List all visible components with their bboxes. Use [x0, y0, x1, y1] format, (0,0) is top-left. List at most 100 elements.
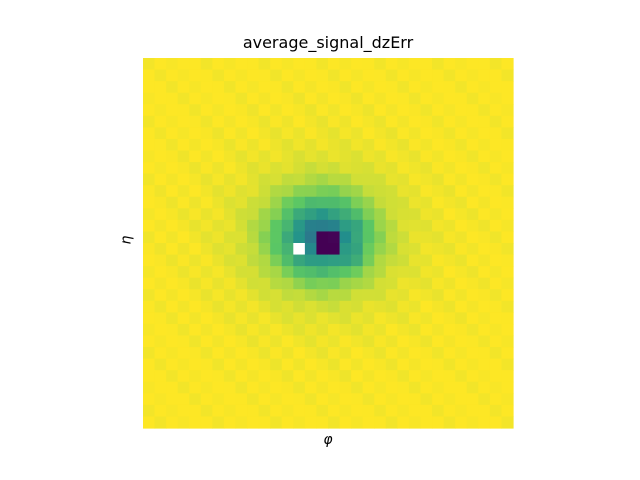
heatmap-cell — [489, 208, 503, 221]
heatmap-cell — [154, 162, 167, 175]
heatmap-cell — [478, 173, 491, 186]
heatmap-cell — [478, 312, 491, 325]
heatmap-cell — [385, 81, 398, 94]
heatmap-cell — [362, 381, 375, 394]
heatmap-cell — [374, 162, 387, 175]
heatmap-cell — [189, 196, 202, 209]
heatmap-cell — [385, 104, 398, 117]
heatmap-cell — [247, 104, 260, 117]
y-axis-label: η — [118, 235, 135, 245]
heatmap-cell — [501, 185, 514, 198]
heatmap-cell — [362, 404, 375, 418]
heatmap-cell — [420, 300, 433, 313]
heatmap-cell — [478, 150, 491, 163]
heatmap-cell — [281, 277, 294, 290]
heatmap-cell — [212, 254, 225, 267]
heatmap-cell — [316, 370, 329, 383]
heatmap-cell — [235, 162, 248, 175]
heatmap-cell — [408, 58, 422, 71]
heatmap-cell — [270, 231, 283, 244]
heatmap-cell — [304, 243, 318, 256]
heatmap-cell — [143, 370, 156, 383]
heatmap-cell — [466, 219, 479, 233]
heatmap-cell — [189, 162, 202, 175]
heatmap-cell — [328, 254, 341, 267]
heatmap-cell — [478, 127, 491, 140]
heatmap-cell — [223, 138, 237, 152]
heatmap-cell — [397, 115, 410, 128]
heatmap-cell — [443, 173, 456, 186]
heatmap-cell — [339, 173, 352, 186]
heatmap-cell — [489, 162, 503, 175]
heatmap-cell — [408, 150, 422, 163]
heatmap-cell — [501, 277, 514, 290]
heatmap-cell — [362, 231, 375, 244]
heatmap-cell — [420, 243, 433, 256]
heatmap-cell — [362, 312, 375, 325]
heatmap-cell — [143, 381, 156, 394]
heatmap-cell — [408, 173, 422, 186]
heatmap-cell — [189, 208, 202, 221]
heatmap-cell — [432, 323, 445, 337]
heatmap-cell — [177, 289, 190, 302]
heatmap-cell — [351, 127, 364, 140]
heatmap-cell — [408, 393, 422, 406]
heatmap-cell — [281, 381, 294, 394]
heatmap-cell — [501, 312, 514, 325]
heatmap-cell — [339, 208, 352, 221]
heatmap-cell — [247, 115, 260, 128]
heatmap-cell — [189, 173, 202, 186]
heatmap-cell — [189, 127, 202, 140]
heatmap-cell — [489, 347, 503, 360]
heatmap-cell — [455, 254, 468, 267]
heatmap-cell — [200, 416, 213, 429]
heatmap-cell — [408, 69, 422, 82]
heatmap-cell — [223, 92, 237, 105]
heatmap-cell — [189, 347, 202, 360]
heatmap-cell — [478, 231, 491, 244]
heatmap-cell — [362, 393, 375, 406]
heatmap-cell — [420, 277, 433, 290]
heatmap-cell — [328, 208, 341, 221]
heatmap-cell — [455, 173, 468, 186]
heatmap-cell — [362, 150, 375, 163]
heatmap-cell — [270, 92, 283, 105]
heatmap-cell — [143, 416, 156, 429]
heatmap-cell — [143, 277, 156, 290]
heatmap-cell — [281, 127, 294, 140]
heatmap-cell — [432, 81, 445, 94]
heatmap-cell — [166, 404, 179, 418]
heatmap-cell — [223, 196, 237, 209]
heatmap-cell — [293, 277, 306, 290]
heatmap-cell — [200, 185, 213, 198]
heatmap-cell — [270, 138, 283, 152]
heatmap-cell — [304, 81, 318, 94]
heatmap-cell — [200, 393, 213, 406]
heatmap-cell — [258, 104, 271, 117]
heatmap-cell — [489, 289, 503, 302]
heatmap-cell — [385, 381, 398, 394]
heatmap-cell — [154, 254, 167, 267]
heatmap-cell — [154, 381, 167, 394]
heatmap-cell — [466, 208, 479, 221]
heatmap-cell — [339, 266, 352, 279]
heatmap-cell — [177, 243, 190, 256]
heatmap-cell — [293, 289, 306, 302]
heatmap-cell — [189, 254, 202, 267]
heatmap-cell — [258, 92, 271, 105]
heatmap-cell — [328, 58, 341, 71]
heatmap-cell — [432, 277, 445, 290]
heatmap-cell — [270, 219, 283, 233]
heatmap-cell — [281, 58, 294, 71]
heatmap-cell — [351, 370, 364, 383]
heatmap-cell — [443, 92, 456, 105]
heatmap-cell — [304, 173, 318, 186]
heatmap-cell — [189, 416, 202, 429]
heatmap-cells — [143, 58, 514, 429]
heatmap-cell — [316, 381, 329, 394]
heatmap-cell — [177, 150, 190, 163]
heatmap-cell — [455, 69, 468, 82]
heatmap-cell — [258, 196, 271, 209]
heatmap-cell — [293, 300, 306, 313]
heatmap-cell — [223, 347, 237, 360]
